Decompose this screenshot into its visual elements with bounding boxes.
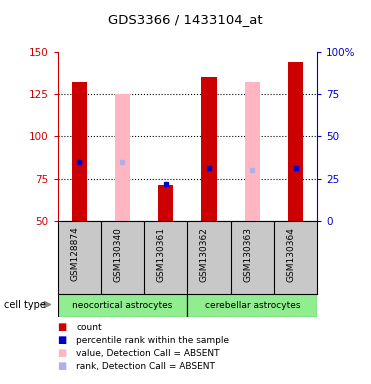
Bar bbox=[245, 82, 260, 221]
Text: neocortical astrocytes: neocortical astrocytes bbox=[72, 301, 173, 310]
Text: ■: ■ bbox=[58, 348, 67, 358]
Bar bbox=[58, 294, 187, 317]
Text: ■: ■ bbox=[58, 335, 67, 345]
Text: cerebellar astrocytes: cerebellar astrocytes bbox=[204, 301, 300, 310]
Bar bbox=[72, 82, 87, 221]
Text: count: count bbox=[76, 323, 102, 332]
Text: ■: ■ bbox=[58, 322, 67, 332]
Text: rank, Detection Call = ABSENT: rank, Detection Call = ABSENT bbox=[76, 362, 215, 371]
Bar bbox=[201, 77, 217, 221]
Text: GSM130363: GSM130363 bbox=[243, 227, 252, 281]
Bar bbox=[115, 94, 130, 221]
Text: GSM130361: GSM130361 bbox=[157, 227, 166, 281]
Bar bbox=[187, 294, 317, 317]
Text: GSM130362: GSM130362 bbox=[200, 227, 209, 281]
Bar bbox=[158, 185, 173, 221]
Text: GSM130364: GSM130364 bbox=[286, 227, 296, 281]
Text: GSM128874: GSM128874 bbox=[70, 227, 79, 281]
Text: GSM130340: GSM130340 bbox=[114, 227, 122, 281]
Bar bbox=[288, 62, 303, 221]
Text: ■: ■ bbox=[58, 361, 67, 371]
Text: GDS3366 / 1433104_at: GDS3366 / 1433104_at bbox=[108, 13, 263, 26]
Text: cell type: cell type bbox=[4, 300, 46, 310]
Text: percentile rank within the sample: percentile rank within the sample bbox=[76, 336, 229, 345]
Text: value, Detection Call = ABSENT: value, Detection Call = ABSENT bbox=[76, 349, 220, 358]
